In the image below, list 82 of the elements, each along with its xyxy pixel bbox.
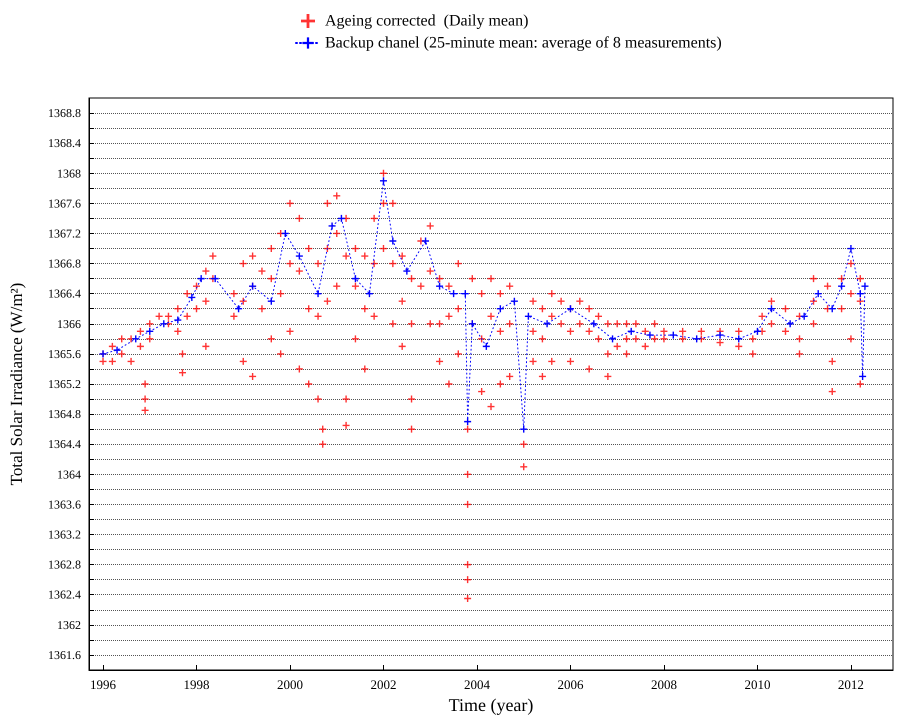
point bbox=[786, 320, 794, 328]
point bbox=[436, 282, 444, 290]
y-tick-label: 1365.2 bbox=[48, 377, 81, 391]
point bbox=[693, 335, 700, 342]
point bbox=[450, 290, 458, 298]
y-tick-label: 1368 bbox=[57, 166, 81, 180]
legend-label: Ageing corrected (Daily mean) bbox=[325, 12, 528, 30]
point bbox=[328, 222, 336, 230]
point bbox=[380, 177, 387, 184]
point bbox=[268, 298, 275, 305]
point bbox=[510, 298, 518, 305]
point bbox=[464, 418, 472, 426]
x-tick-label: 2004 bbox=[464, 677, 490, 692]
y-tick-label: 1364.4 bbox=[48, 437, 81, 452]
y-tick-label: 1364 bbox=[57, 467, 81, 482]
point bbox=[847, 245, 854, 252]
point bbox=[366, 290, 373, 298]
point bbox=[838, 282, 846, 290]
point bbox=[422, 238, 430, 244]
point bbox=[670, 332, 677, 339]
point bbox=[735, 335, 742, 342]
point bbox=[768, 305, 775, 312]
point bbox=[590, 320, 598, 328]
point bbox=[198, 275, 205, 282]
point bbox=[524, 312, 532, 320]
y-tick-label: 1363.6 bbox=[48, 497, 81, 512]
x-tick-label: 2000 bbox=[277, 677, 303, 692]
point bbox=[814, 290, 822, 298]
point bbox=[646, 332, 654, 339]
point bbox=[132, 335, 140, 342]
point bbox=[520, 426, 528, 433]
x-tick-label: 2006 bbox=[557, 677, 584, 692]
point bbox=[861, 282, 868, 290]
y-axis-title: Total Solar Irradiance (W/m²) bbox=[7, 282, 26, 486]
point bbox=[462, 290, 469, 298]
y-tick-label: 1366.8 bbox=[48, 256, 81, 271]
y-tick-label: 1362.8 bbox=[48, 558, 81, 572]
point bbox=[235, 305, 242, 312]
point bbox=[828, 305, 836, 312]
y-tick-label: 1368.8 bbox=[48, 106, 81, 120]
point bbox=[609, 335, 616, 342]
y-tick-label: 1365.6 bbox=[48, 346, 81, 361]
point bbox=[856, 290, 864, 298]
y-tick-label: 1362.4 bbox=[48, 588, 81, 602]
x-tick-label: 1996 bbox=[90, 677, 117, 692]
point bbox=[146, 328, 154, 335]
point bbox=[352, 275, 359, 282]
point bbox=[188, 294, 196, 301]
point bbox=[338, 214, 345, 222]
x-tick-label: 2010 bbox=[744, 677, 770, 692]
x-tick-label: 2002 bbox=[370, 677, 396, 692]
point bbox=[114, 346, 121, 354]
y-tick-label: 1368.4 bbox=[48, 136, 81, 150]
y-tick-label: 1363.2 bbox=[48, 528, 81, 542]
point bbox=[314, 290, 322, 298]
point bbox=[859, 372, 866, 380]
x-tick-label: 2012 bbox=[838, 677, 864, 692]
legend-label: Backup chanel (25-minute mean: average of 8 measurements) bbox=[325, 34, 722, 52]
y-tick-label: 1367.2 bbox=[48, 226, 81, 240]
x-tick-label: 2008 bbox=[650, 677, 677, 692]
point bbox=[800, 312, 808, 320]
point bbox=[212, 275, 219, 282]
point bbox=[403, 268, 410, 275]
point bbox=[482, 342, 490, 350]
point bbox=[389, 238, 396, 244]
y-tick-label: 1367.6 bbox=[48, 196, 81, 210]
point bbox=[282, 230, 289, 237]
point bbox=[754, 328, 761, 335]
x-axis-title: Time (year) bbox=[448, 695, 534, 715]
y-tick-label: 1366.4 bbox=[48, 286, 81, 301]
point bbox=[544, 320, 551, 328]
point bbox=[716, 332, 724, 339]
point bbox=[174, 316, 182, 324]
y-tick-label: 1366 bbox=[57, 316, 81, 331]
x-tick-label: 1998 bbox=[184, 677, 210, 692]
y-tick-label: 1361.6 bbox=[48, 648, 81, 662]
point bbox=[628, 328, 635, 335]
point bbox=[160, 320, 168, 328]
point bbox=[296, 252, 303, 260]
point bbox=[496, 305, 504, 312]
y-tick-label: 1364.8 bbox=[48, 407, 81, 422]
y-tick-label: 1362 bbox=[57, 618, 81, 632]
